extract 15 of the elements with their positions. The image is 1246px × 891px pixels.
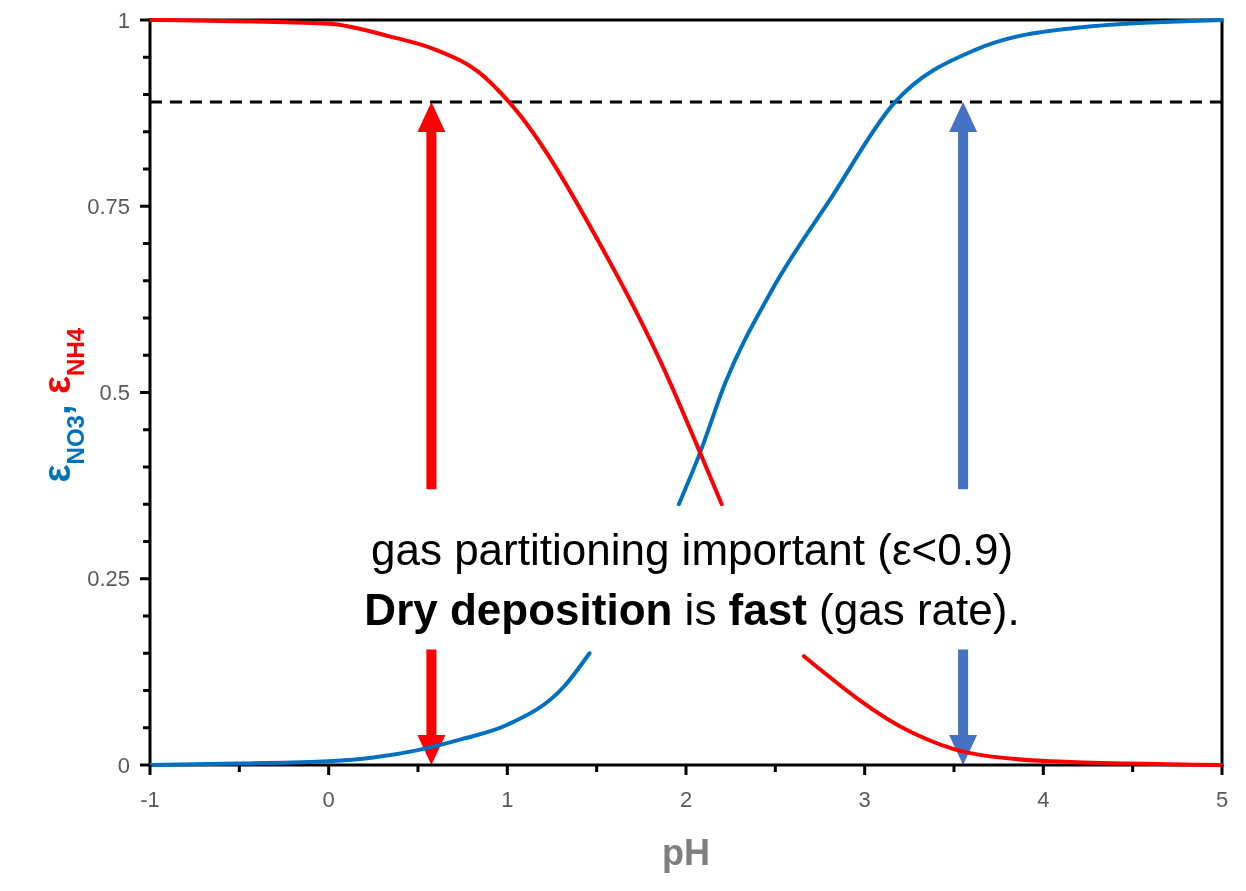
x-tick-label: 2 xyxy=(679,787,693,812)
x-tick-label: -1 xyxy=(140,787,160,812)
y-tick-label: 0.5 xyxy=(99,380,130,406)
x-tick-label: 1 xyxy=(501,787,514,812)
x-tick-label: 5 xyxy=(1215,787,1229,812)
x-axis-title: pH xyxy=(662,832,710,873)
y-tick-label: 0 xyxy=(117,752,130,778)
x-tick-label: 0 xyxy=(322,787,335,812)
y-tick-label: 1 xyxy=(117,7,130,33)
x-tick-label: 3 xyxy=(858,787,871,812)
y-tick-label: 0.25 xyxy=(87,566,130,592)
annotation: gas partitioning important (ε<0.9) xyxy=(370,525,1014,575)
y-tick-label: 0.75 xyxy=(87,193,130,219)
x-tick-label: 4 xyxy=(1037,787,1050,812)
annotation: Dry deposition is fast (gas rate). xyxy=(364,585,1020,635)
